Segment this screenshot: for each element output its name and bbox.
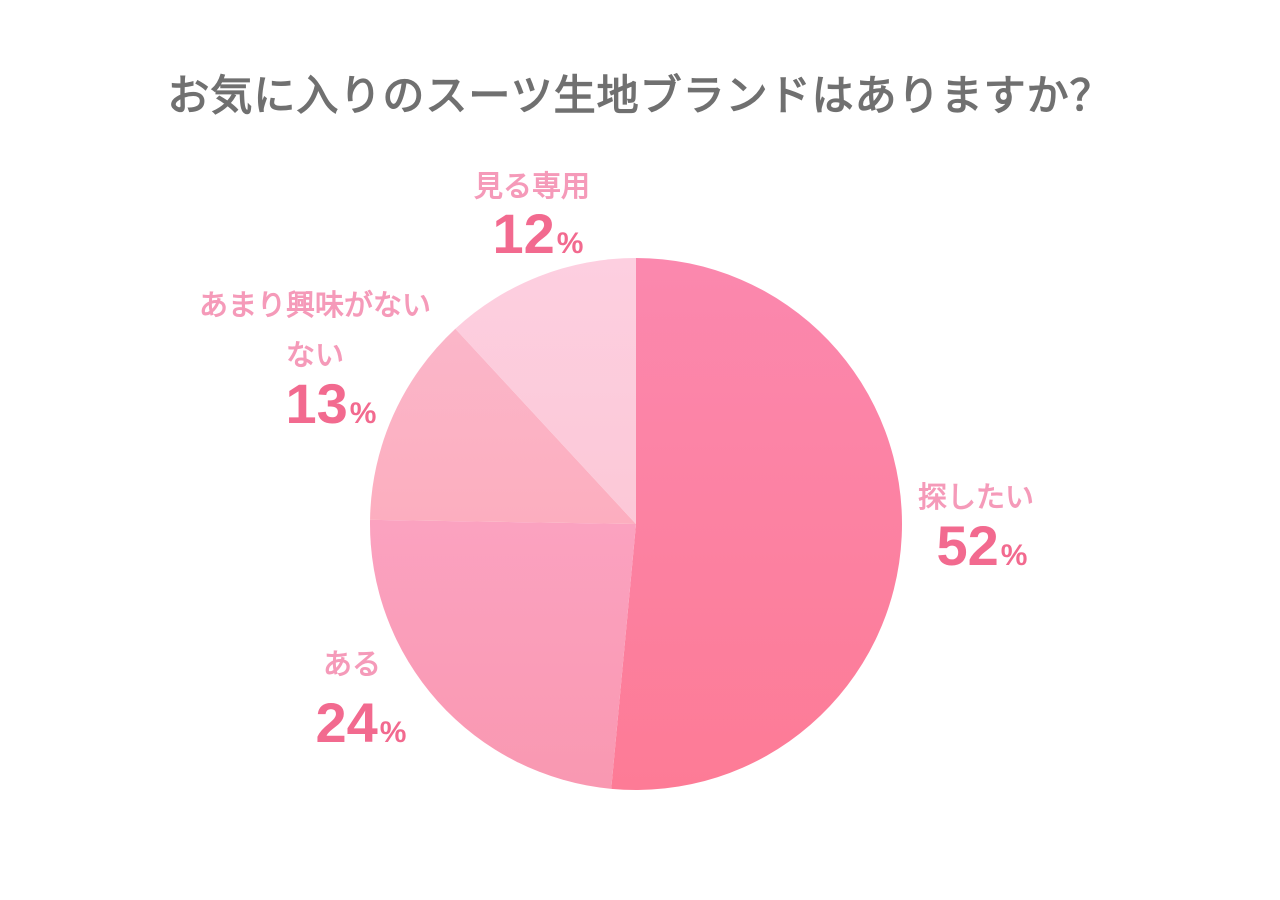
percent-sign: %	[1000, 539, 1028, 572]
slice-value-view-only: 12%	[493, 206, 584, 262]
slice-value-yes: 24%	[316, 695, 407, 751]
slice-label-not-interested-line2: ない	[285, 338, 345, 372]
chart-title: お気に入りのスーツ生地ブランドはありますか？	[167, 71, 1113, 120]
slice-label-view-only: 見る専用	[473, 169, 591, 203]
percent-sign: %	[349, 397, 377, 430]
slice-label-not-interested: あまり興味がない	[198, 288, 432, 322]
slice-value-number: 13	[285, 372, 348, 435]
slice-value-number: 52	[936, 514, 999, 577]
slice-value-number: 12	[492, 202, 555, 265]
slice-value-want-to-find: 52%	[937, 518, 1028, 574]
percent-sign: %	[556, 227, 584, 260]
slice-label-yes: ある	[322, 647, 382, 681]
slice-value-number: 24	[315, 691, 378, 754]
pie-slice-4	[455, 258, 636, 524]
pie-slice-1	[611, 258, 902, 790]
pie-slice-3	[370, 328, 636, 524]
slice-label-want-to-find: 探したい	[917, 480, 1035, 514]
pie-slice-2	[370, 519, 636, 789]
percent-sign: %	[379, 716, 407, 749]
slice-value-not-interested: 13%	[286, 376, 377, 432]
